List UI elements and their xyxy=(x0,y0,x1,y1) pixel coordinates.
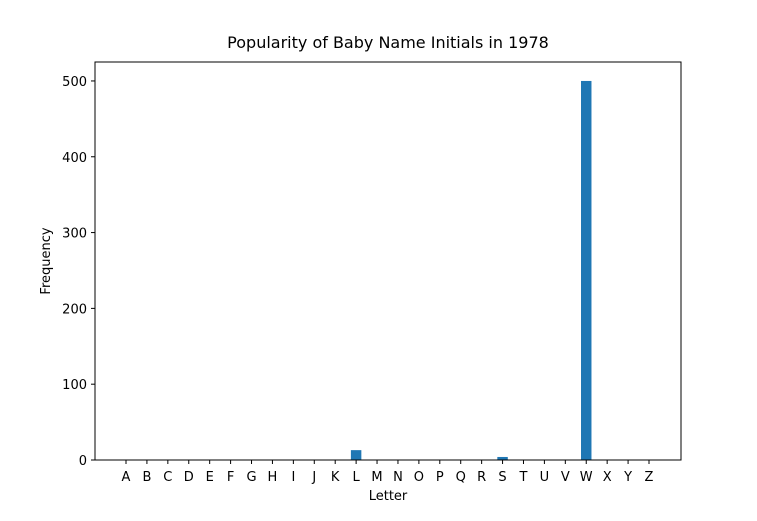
x-tick-label: I xyxy=(291,470,295,485)
x-tick-label: J xyxy=(311,470,316,485)
x-tick-label: G xyxy=(246,470,256,485)
chart-title: Popularity of Baby Name Initials in 1978 xyxy=(227,33,549,52)
x-tick-label: Q xyxy=(456,470,466,485)
x-tick-label: A xyxy=(122,470,131,485)
x-tick-label: T xyxy=(519,470,528,485)
x-tick-label: K xyxy=(331,470,340,485)
y-tick-label: 200 xyxy=(62,302,87,317)
x-tick-label: O xyxy=(414,470,424,485)
plot-frame xyxy=(94,61,682,461)
y-axis-label: Frequency xyxy=(39,227,54,294)
x-tick-label: D xyxy=(184,470,194,485)
x-tick-label: U xyxy=(540,470,550,485)
x-tick-label: M xyxy=(371,470,382,485)
x-tick-label: Z xyxy=(645,470,654,485)
x-tick-label: E xyxy=(206,470,214,485)
x-tick-label: P xyxy=(436,470,444,485)
y-tick-label: 100 xyxy=(62,378,87,393)
x-tick-label: C xyxy=(163,470,172,485)
x-axis-label: Letter xyxy=(369,489,408,504)
x-tick-label: H xyxy=(268,470,278,485)
x-tick-label: B xyxy=(142,470,151,485)
x-tick-label: V xyxy=(561,470,570,485)
x-tick-label: S xyxy=(498,470,506,485)
x-tick-label: Y xyxy=(623,470,632,485)
y-tick-label: 400 xyxy=(62,151,87,166)
x-tick-label: L xyxy=(352,470,360,485)
bar xyxy=(350,450,362,460)
x-tick-label: N xyxy=(393,470,403,485)
x-tick-label: F xyxy=(227,470,234,485)
x-tick-label: X xyxy=(603,470,612,485)
y-tick-label: 0 xyxy=(79,454,87,469)
x-tick-label: R xyxy=(477,470,486,485)
x-tick-label: W xyxy=(580,470,593,485)
y-tick-label: 500 xyxy=(62,75,87,90)
bar xyxy=(497,456,508,460)
y-tick-label: 300 xyxy=(62,227,87,242)
bar xyxy=(581,80,592,460)
